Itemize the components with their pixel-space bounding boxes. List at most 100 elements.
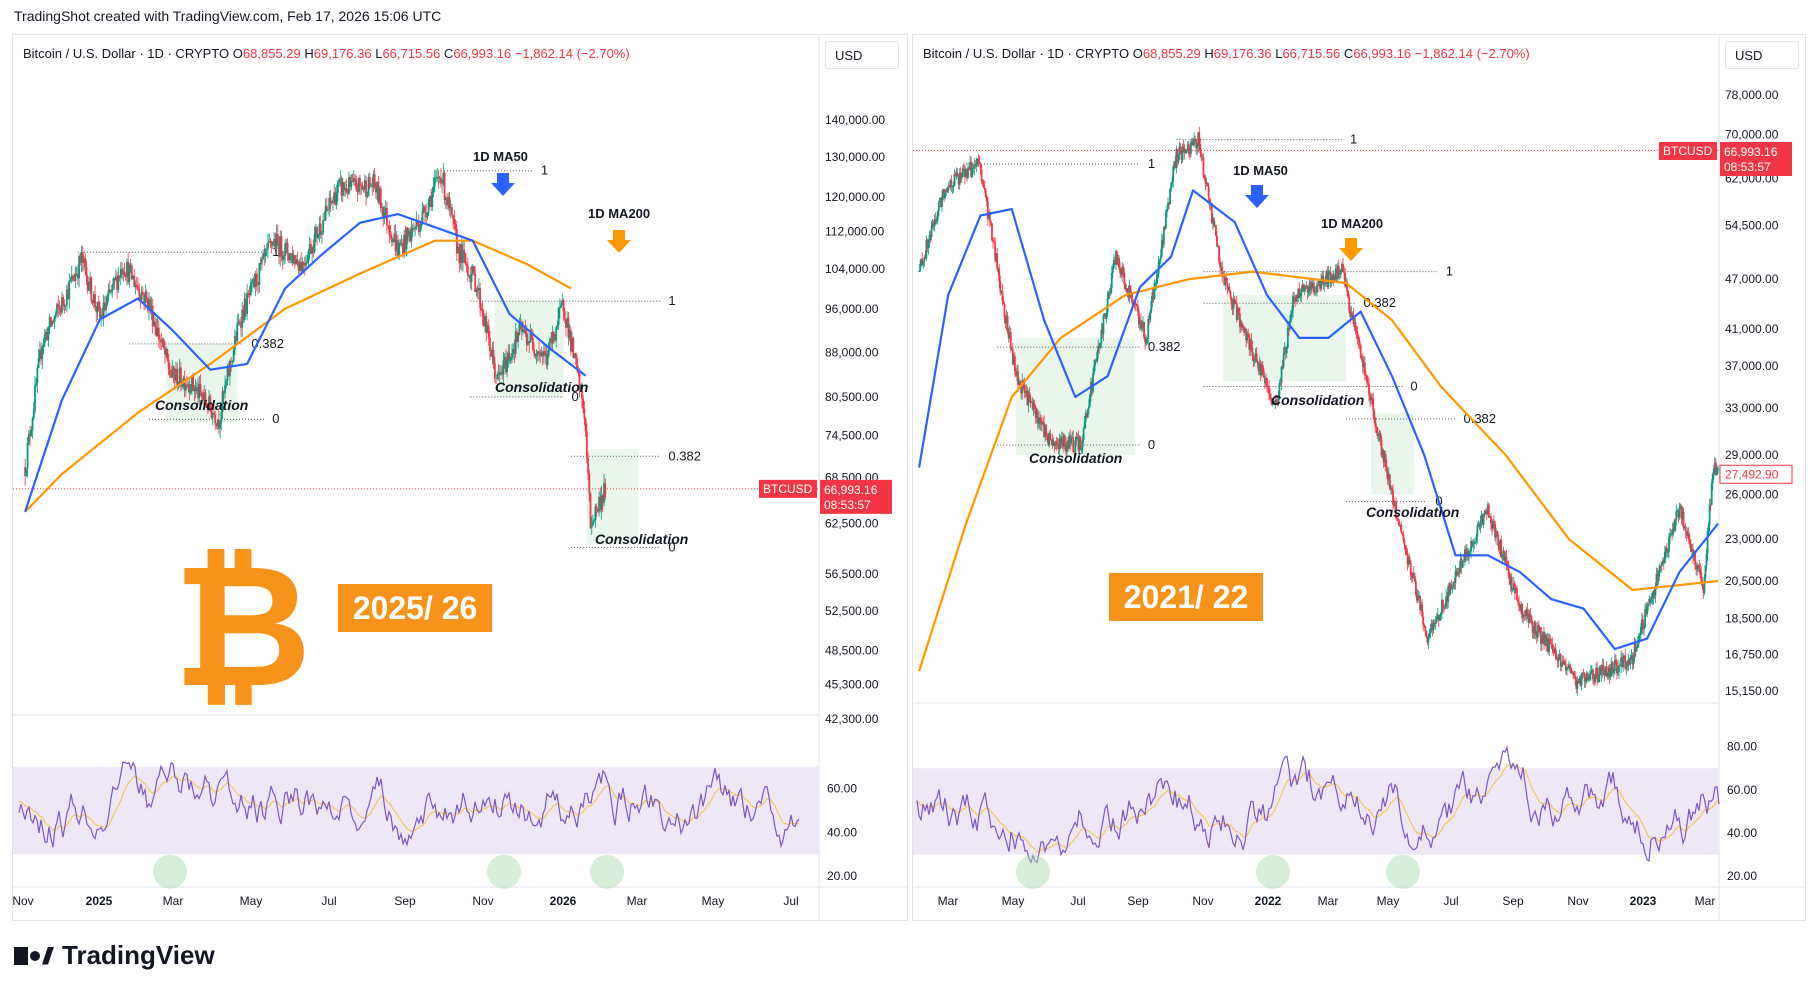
candle-body xyxy=(1036,410,1039,424)
candle-body xyxy=(137,285,139,289)
price-tag-timer: 08:53:57 xyxy=(824,498,871,512)
candle-body xyxy=(1163,226,1166,229)
candle-body xyxy=(1168,202,1170,205)
candle-body xyxy=(587,458,589,474)
candle-body xyxy=(1611,662,1614,674)
candle-body xyxy=(1305,285,1308,288)
candle-body xyxy=(165,349,168,355)
candle-body xyxy=(1444,606,1446,608)
candle-body xyxy=(1415,581,1417,595)
candle-body xyxy=(977,159,980,163)
candle-body xyxy=(1350,313,1353,317)
candle-body xyxy=(1547,638,1550,652)
currency-selector[interactable]: USD xyxy=(1725,41,1799,69)
candle-body xyxy=(1637,635,1640,644)
candle-body xyxy=(1366,376,1368,383)
candle-body xyxy=(252,278,255,281)
candle-body xyxy=(1244,328,1246,333)
candle-body xyxy=(139,295,142,301)
candle-body xyxy=(25,468,28,477)
candle-body xyxy=(334,192,337,206)
candle-body xyxy=(544,351,547,354)
candle-body xyxy=(1096,351,1099,362)
candle-body xyxy=(1453,581,1456,583)
candle-body xyxy=(1200,153,1203,159)
candle-body xyxy=(562,299,565,312)
chart-panel-right[interactable]: Bitcoin / U.S. Dollar · 1D · CRYPTO O68,… xyxy=(912,34,1806,921)
candle-body xyxy=(931,222,934,226)
candle-body xyxy=(1261,365,1264,372)
candle-body xyxy=(1681,511,1684,520)
candle-body xyxy=(1394,501,1396,506)
candle-body xyxy=(1498,545,1501,550)
rsi-oversold-marker xyxy=(590,854,624,889)
candle-body xyxy=(59,308,62,313)
candle-body xyxy=(292,255,295,264)
ma50-line xyxy=(918,189,1719,651)
x-tick-label: May xyxy=(1002,894,1025,908)
candle-body xyxy=(1302,284,1305,292)
candle-body xyxy=(481,310,484,317)
candle-body xyxy=(1587,678,1590,680)
candle-body xyxy=(1511,589,1514,591)
candle-body xyxy=(1541,641,1543,644)
candle-body xyxy=(1622,658,1625,668)
candle-body xyxy=(296,259,299,263)
candle-body xyxy=(1391,488,1393,491)
price-tag-value: 66,993.16 xyxy=(1724,145,1778,159)
candle-body xyxy=(83,258,85,263)
candle-body xyxy=(1317,284,1319,286)
consolidation-box xyxy=(586,449,639,545)
y-tick-label: 70,000.00 xyxy=(1725,127,1779,141)
rsi-oversold-marker xyxy=(487,854,521,889)
candle-body xyxy=(1111,267,1114,274)
candle-body xyxy=(1662,560,1665,564)
candle-body xyxy=(1465,549,1467,557)
candle-body xyxy=(1108,292,1111,294)
candle-body xyxy=(126,261,128,277)
candle-body xyxy=(62,297,65,304)
candle-body xyxy=(1267,386,1269,388)
candle-body xyxy=(1518,602,1520,607)
candle-body xyxy=(966,169,968,179)
candle-body xyxy=(170,374,172,378)
candle-body xyxy=(226,367,229,381)
last-close-tag xyxy=(1719,464,1793,484)
candle-body xyxy=(421,210,424,223)
candle-body xyxy=(1145,342,1148,344)
candle-body xyxy=(1618,665,1620,672)
candle-body xyxy=(944,192,947,198)
candle-body xyxy=(1639,627,1642,635)
candle-body xyxy=(1479,520,1482,528)
candle-body xyxy=(1505,556,1508,564)
currency-selector[interactable]: USD xyxy=(825,41,899,69)
candle-body xyxy=(1655,573,1658,587)
candle-body xyxy=(1248,335,1251,350)
candle-body xyxy=(354,178,356,180)
candle-body xyxy=(251,280,253,284)
candle-body xyxy=(339,178,342,180)
candle-body xyxy=(1539,627,1542,644)
candle-body xyxy=(1120,272,1123,276)
candle-body xyxy=(517,335,520,342)
candle-body xyxy=(38,349,41,359)
candle-body xyxy=(1678,507,1681,518)
candle-body xyxy=(51,321,54,326)
candle-body xyxy=(427,202,430,213)
tradingview-footer[interactable]: TradingView xyxy=(14,940,215,971)
candle-body xyxy=(1524,614,1527,617)
open-value: 68,855.29 xyxy=(242,46,301,61)
ma50-arrow-icon xyxy=(1245,185,1269,208)
candle-body xyxy=(1603,669,1606,676)
candle-body xyxy=(227,367,230,377)
fib-level-label: 0 xyxy=(668,539,675,554)
candle-body xyxy=(475,289,478,293)
candle-body xyxy=(119,268,122,278)
candle-body xyxy=(463,249,466,254)
candle-body xyxy=(1493,521,1495,524)
candle-body xyxy=(269,241,272,243)
candle-body xyxy=(1282,353,1285,368)
candle-body xyxy=(1033,403,1036,408)
chart-panel-left[interactable]: Bitcoin / U.S. Dollar · 1D · CRYPTO O68,… xyxy=(12,34,908,921)
candle-body xyxy=(1558,654,1561,658)
